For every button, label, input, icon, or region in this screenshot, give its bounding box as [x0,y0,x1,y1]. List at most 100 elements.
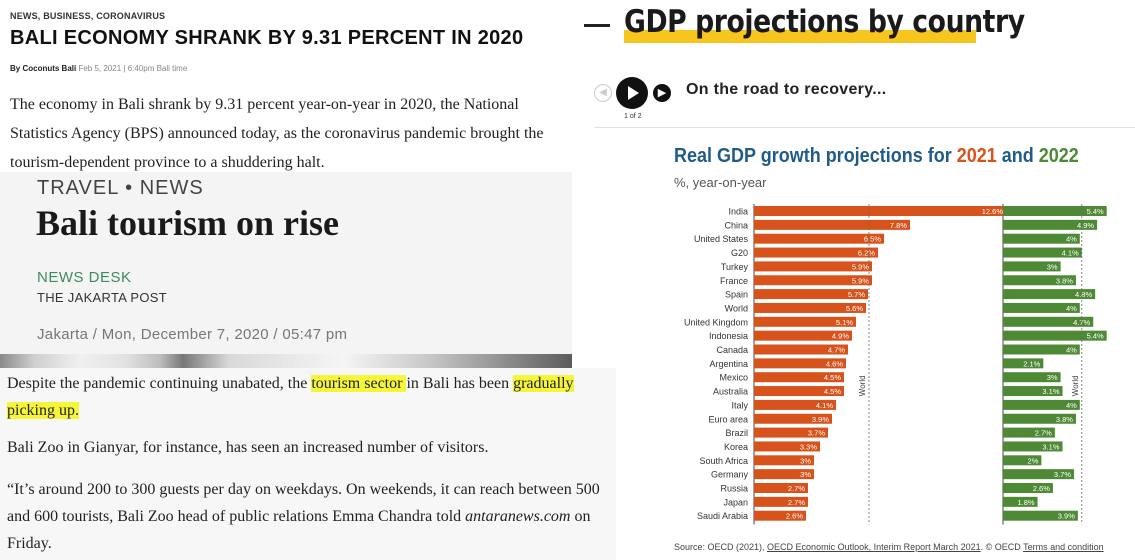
country-label: Russia [720,484,748,494]
data-label-2021: 5.7% [848,290,865,299]
bar-2022 [1003,344,1080,355]
data-label-2021: 3% [800,456,811,465]
country-label: United Kingdom [684,317,748,327]
bar-2022 [1003,233,1080,244]
prev-icon[interactable]: ◀ [594,84,612,102]
article-kicker[interactable]: TRAVEL • NEWS [37,177,204,199]
slide-title: On the road to recovery... [686,81,887,98]
country-label: Mexico [719,373,748,383]
heading-highlight [624,30,976,43]
data-label-2021: 4.9% [832,332,849,341]
data-label-2021: 7.8% [890,221,907,230]
article-dateline: Jakarta / Mon, December 7, 2020 / 05:47 … [37,326,348,343]
article-byline: By Coconuts Bali Feb 5, 2021 | 6:40pm Ba… [10,64,187,73]
data-label-2022: 4% [1066,346,1077,355]
data-label-2021: 5.6% [846,304,863,313]
source-link-outlook[interactable]: OECD Economic Outlook, Interim Report Ma… [767,542,981,552]
country-label: France [720,276,748,286]
bar-2021 [754,219,910,230]
data-label-2021: 2.7% [788,484,805,493]
bar-2021 [754,399,836,410]
data-label-2022: 4.8% [1075,290,1092,299]
country-label: Euro area [708,414,748,424]
bar-2021 [754,427,828,438]
bar-2022 [1003,496,1038,507]
bar-2022 [1003,372,1061,383]
news-desk-label[interactable]: NEWS DESK [37,269,132,286]
data-label-2021: 4.5% [824,373,841,382]
divider [594,127,1135,128]
data-label-2022: 3.9% [1058,512,1075,521]
article-body: The economy in Bali shrank by 9.31 perce… [10,96,544,171]
highlight-tourism-sector: tourism sector [311,375,407,392]
data-label-2021: 4.1% [816,401,833,410]
chart-title-year-2022: 2022 [1038,145,1079,167]
paragraph-1-text-2: in Bali has been [406,375,514,392]
data-label-2021: 5.9% [852,276,869,285]
paragraph-2: Bali Zoo in Gianyar, for instance, has s… [7,439,489,456]
paragraph-3-text: “It’s around 200 to 300 guests per day o… [7,481,600,525]
chart-subtitle: %, year-on-year [674,175,767,190]
bar-2021 [754,441,820,452]
data-label-2021: 3% [800,470,811,479]
publication-name: THE JAKARTA POST [37,290,168,305]
data-label-2022: 4% [1066,304,1077,313]
data-label-2022: 3% [1047,373,1058,382]
play-icon[interactable] [616,77,648,109]
country-label: Indonesia [709,331,748,341]
data-label-2022: 2.6% [1033,484,1050,493]
bar-2022 [1003,206,1107,216]
data-label-2022: 1.8% [1017,498,1034,507]
data-label-2022: 3.1% [1042,442,1059,451]
gdp-bar-chart: India 12.6% 5.4% China 7.8% 4.9% United States… [684,204,1107,525]
data-label-2022: 2% [1028,456,1039,465]
country-label: India [728,207,748,217]
country-label: United States [694,234,749,244]
data-label-2022: 3.7% [1054,470,1071,479]
data-label-2022: 4% [1066,401,1077,410]
data-label-2022: 3.1% [1042,387,1059,396]
gdp-heading-text: GDP projections by country [624,4,1025,40]
country-label: Brazil [725,428,748,438]
data-label-2022: 3% [1047,262,1058,271]
article-body-excerpt: Despite the pandemic continuing unabated… [0,368,616,560]
next-icon[interactable]: ▶ [653,84,671,102]
data-label-2021: 2.7% [788,498,805,507]
bar-2022 [1003,275,1076,286]
bar-2021 [754,344,848,355]
bar-2022 [1003,316,1094,327]
world-label-2022: World [1071,375,1080,396]
article-headline[interactable]: BALI ECONOMY SHRANK BY 9.31 PERCENT IN 2… [10,27,524,49]
article-categories[interactable]: NEWS, BUSINESS, CORONAVIRUS [10,11,166,21]
author-name[interactable]: By Coconuts Bali [10,64,77,73]
country-label: Korea [724,442,748,452]
jakarta-post-header: TRAVEL • NEWS Bali tourism on rise NEWS … [0,172,572,354]
paragraph-1: Despite the pandemic continuing unabated… [7,370,607,424]
bar-2021 [754,510,806,521]
bar-2021 [754,275,872,286]
country-label: G20 [731,248,748,258]
data-label-2022: 3.8% [1056,276,1073,285]
bar-2022 [1003,330,1107,341]
country-label: Japan [723,497,748,507]
bar-2022 [1003,427,1055,438]
bar-2021 [754,330,852,341]
bar-2021 [754,261,872,272]
bar-2021 [754,247,878,258]
slide-counter: 1 of 2 [624,113,642,120]
bar-2021 [754,386,844,397]
country-label: South Africa [699,456,748,466]
bar-2021 [754,496,808,507]
chart-title: Real GDP growth projections for 2021 and… [674,145,1079,168]
data-label-2022: 3.8% [1056,415,1073,424]
country-label: World [725,303,748,313]
bar-2022 [1003,289,1096,300]
country-label: Turkey [721,262,749,272]
data-label-2021: 4.5% [824,387,841,396]
data-label-2022: 4% [1066,235,1077,244]
source-link-terms[interactable]: Terms and condition [1023,542,1104,552]
bar-2021 [754,233,884,244]
data-label-2022: 4.7% [1073,318,1090,327]
data-label-2021: 12.6% [982,207,1004,216]
bar-2021 [754,455,814,466]
